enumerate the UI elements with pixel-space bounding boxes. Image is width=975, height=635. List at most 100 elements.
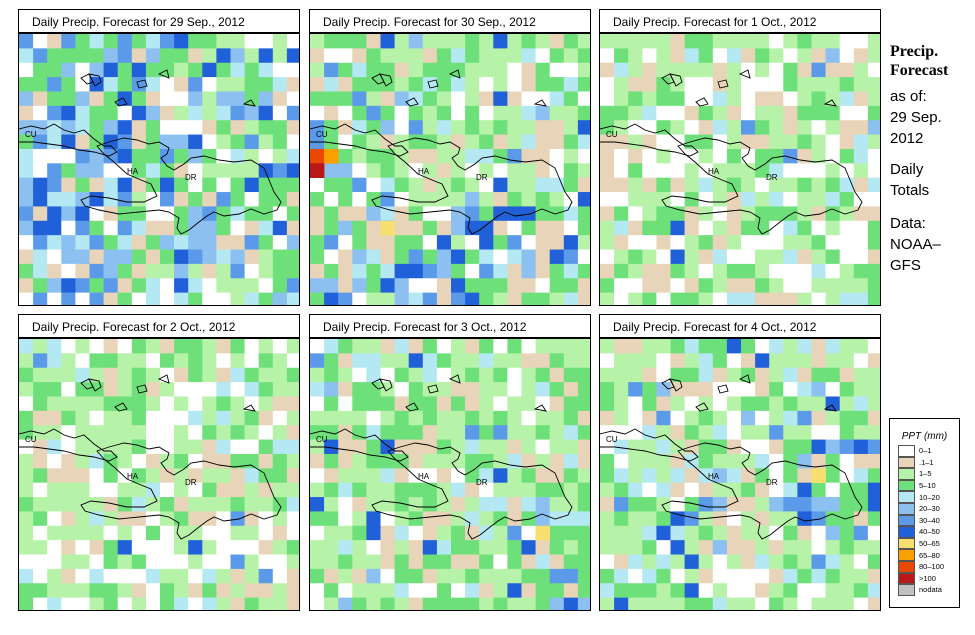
precip-cell — [202, 382, 217, 397]
precip-cell — [656, 439, 671, 455]
precip-cell — [797, 34, 812, 49]
legend-label: 20–30 — [919, 504, 940, 514]
precip-cell — [797, 292, 812, 305]
legend-swatch — [898, 560, 915, 573]
precip-cell — [75, 482, 90, 498]
precip-cell — [712, 597, 728, 610]
precip-cell — [324, 425, 339, 440]
precip-cell — [563, 482, 579, 498]
precip-cell — [436, 148, 452, 164]
precip-cell — [479, 235, 494, 250]
precip-cell — [216, 339, 231, 354]
precip-cell — [783, 220, 798, 236]
precip-cell — [726, 163, 742, 178]
precip-cell — [577, 339, 590, 354]
precip-cell — [216, 396, 231, 412]
precip-cell — [783, 410, 798, 426]
precip-cell — [853, 382, 869, 397]
precip-cell — [712, 177, 728, 193]
precip-cell — [479, 134, 494, 150]
precip-cell — [642, 525, 657, 541]
precip-cell — [272, 568, 288, 584]
precip-cell — [614, 353, 629, 369]
precip-cell — [131, 34, 147, 49]
precip-cell — [521, 382, 536, 397]
precip-cell — [853, 568, 869, 584]
precip-cell — [408, 482, 424, 498]
precip-cell — [797, 353, 812, 369]
precip-cell — [216, 425, 231, 440]
precip-cell — [628, 192, 643, 207]
precip-cell — [769, 192, 784, 207]
precip-cell — [422, 77, 438, 92]
precip-cell — [853, 468, 869, 483]
side-source-line2: GFS — [890, 257, 921, 274]
precip-cell — [352, 220, 367, 236]
precip-cell — [202, 148, 217, 164]
precip-cell — [202, 410, 217, 426]
precip-cell — [563, 134, 579, 150]
precip-cell — [380, 220, 395, 236]
precip-cell — [408, 34, 424, 49]
precip-cell — [811, 148, 826, 164]
precip-cell — [614, 339, 629, 354]
precip-cell — [286, 597, 299, 610]
precip-cell — [75, 453, 90, 469]
legend: PPT (mm) 0–1.1–1 1–5 5–10 10–20 20–30 30–40 40… — [889, 418, 960, 608]
precip-cell — [656, 511, 671, 527]
precip-cell — [563, 367, 579, 383]
precip-cell — [422, 396, 438, 412]
country-label-dominican_republic: DR — [766, 478, 778, 487]
precip-cell — [479, 292, 494, 305]
precip-cell — [103, 34, 118, 49]
precip-cell — [698, 382, 714, 397]
precip-cell — [75, 77, 90, 92]
precip-cell — [47, 497, 62, 512]
precip-cell — [507, 497, 522, 512]
precip-cell — [783, 263, 798, 279]
precip-cell — [408, 105, 424, 121]
precip-cell — [47, 77, 62, 92]
precip-cell — [577, 568, 590, 584]
precip-cell — [549, 120, 565, 135]
precip-cell — [698, 353, 714, 369]
precip-cell — [216, 105, 231, 121]
precip-cell — [670, 396, 685, 412]
precip-cell — [103, 482, 118, 498]
precip-cell — [614, 134, 629, 150]
precip-cell — [712, 77, 728, 92]
legend-label: 40–50 — [919, 527, 940, 537]
precip-cell — [202, 511, 217, 527]
precip-cell — [853, 353, 869, 369]
precip-cell — [103, 339, 118, 354]
precip-cell — [465, 367, 480, 383]
precip-cell — [853, 148, 869, 164]
coastline — [600, 428, 699, 462]
precip-cell — [493, 511, 508, 527]
precip-cell — [272, 367, 288, 383]
precip-cell — [117, 192, 133, 207]
precip-cell — [867, 511, 880, 527]
precip-cell — [33, 206, 48, 222]
precip-cell — [479, 62, 494, 78]
precip-cell — [216, 568, 231, 584]
precip-cell — [338, 120, 353, 135]
precip-cell — [479, 396, 494, 412]
precip-cell — [825, 339, 840, 354]
forecast-panel: Daily Precip. Forecast for 3 Oct., 2012 C… — [309, 314, 591, 611]
precip-cell — [117, 263, 133, 279]
precip-cell — [131, 249, 147, 265]
precip-cell — [89, 339, 104, 354]
precip-cell — [19, 453, 34, 469]
precip-cell — [797, 235, 812, 250]
precip-cell — [47, 353, 62, 369]
precip-cell — [19, 353, 34, 369]
precip-cell — [839, 339, 855, 354]
precip-cell — [160, 468, 175, 483]
precip-cell — [755, 540, 770, 555]
precip-cell — [436, 425, 452, 440]
precip-cell — [726, 482, 742, 498]
precip-cell — [853, 177, 869, 193]
precip-cell — [436, 482, 452, 498]
